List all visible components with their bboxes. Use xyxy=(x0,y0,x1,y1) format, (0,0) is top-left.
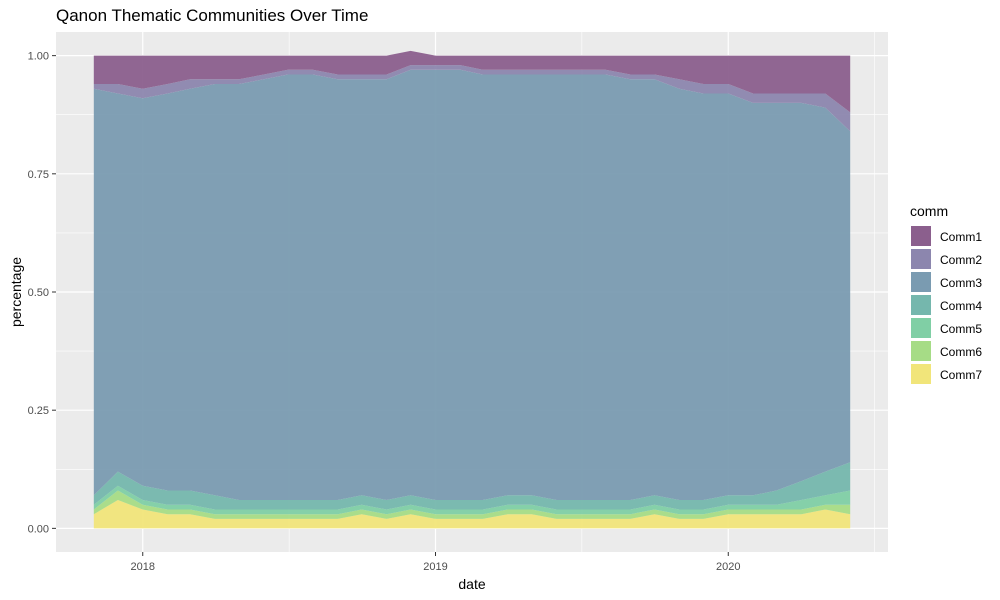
legend-label-comm3: Comm3 xyxy=(940,276,982,290)
legend-key-comm6 xyxy=(911,341,931,361)
area-comm4 xyxy=(93,462,851,510)
y-axis-title: percentage xyxy=(8,257,24,327)
x-tick-label: 2020 xyxy=(716,561,740,573)
area-comm6 xyxy=(93,490,851,519)
x-tick-label: 2019 xyxy=(423,561,447,573)
area-comm1 xyxy=(93,50,851,113)
y-tick-label: 0.50 xyxy=(28,287,49,299)
legend-label-comm4: Comm4 xyxy=(940,299,982,313)
legend-key-comm4 xyxy=(911,295,931,315)
legend-label-comm7: Comm7 xyxy=(940,368,982,382)
area-comm7 xyxy=(93,500,851,529)
legend-label-comm1: Comm1 xyxy=(940,230,982,244)
chart-title: Qanon Thematic Communities Over Time xyxy=(56,6,369,25)
legend-label-comm5: Comm5 xyxy=(940,322,982,336)
y-tick-label: 0.75 xyxy=(28,169,49,181)
area-comm5 xyxy=(93,485,851,515)
legend-key-comm2 xyxy=(911,249,931,269)
y-tick-label: 1.00 xyxy=(28,51,49,63)
area-comm3 xyxy=(93,69,851,501)
x-axis-title: date xyxy=(458,576,485,592)
legend-title: comm xyxy=(910,203,948,219)
legend-key-comm5 xyxy=(911,318,931,338)
legend-key-comm1 xyxy=(911,226,931,246)
x-tick-label: 2018 xyxy=(131,561,155,573)
area-comm2 xyxy=(93,65,851,132)
y-tick-label: 0.00 xyxy=(28,523,49,535)
legend-key-comm3 xyxy=(911,272,931,292)
area-layer xyxy=(93,50,851,529)
legend-key-comm7 xyxy=(911,364,931,384)
y-tick-label: 0.25 xyxy=(28,405,49,417)
legend: comm Comm1 Comm2 Comm3 Comm4 Comm5 Comm6 Comm7 xyxy=(910,203,982,384)
legend-label-comm6: Comm6 xyxy=(940,345,982,359)
axis-layer: 0.00 0.25 0.50 0.75 1.00 2018 2019 2020 xyxy=(28,51,741,573)
legend-label-comm2: Comm2 xyxy=(940,253,982,267)
